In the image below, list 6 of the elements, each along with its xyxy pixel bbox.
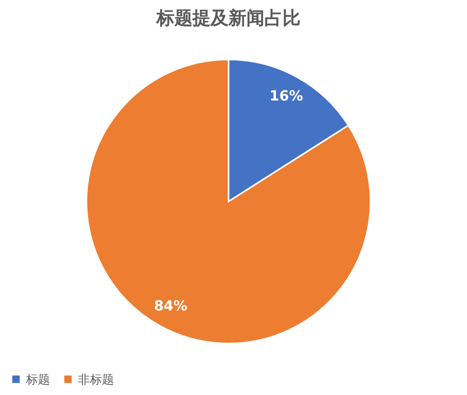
data-label: 16% xyxy=(270,88,304,104)
pie-slice xyxy=(86,58,372,344)
data-label: 84% xyxy=(154,298,188,315)
chart-title: 标题提及新闻占比 xyxy=(156,8,300,29)
legend-label: 标题 xyxy=(25,372,50,386)
legend-label: 非标题 xyxy=(78,372,114,386)
